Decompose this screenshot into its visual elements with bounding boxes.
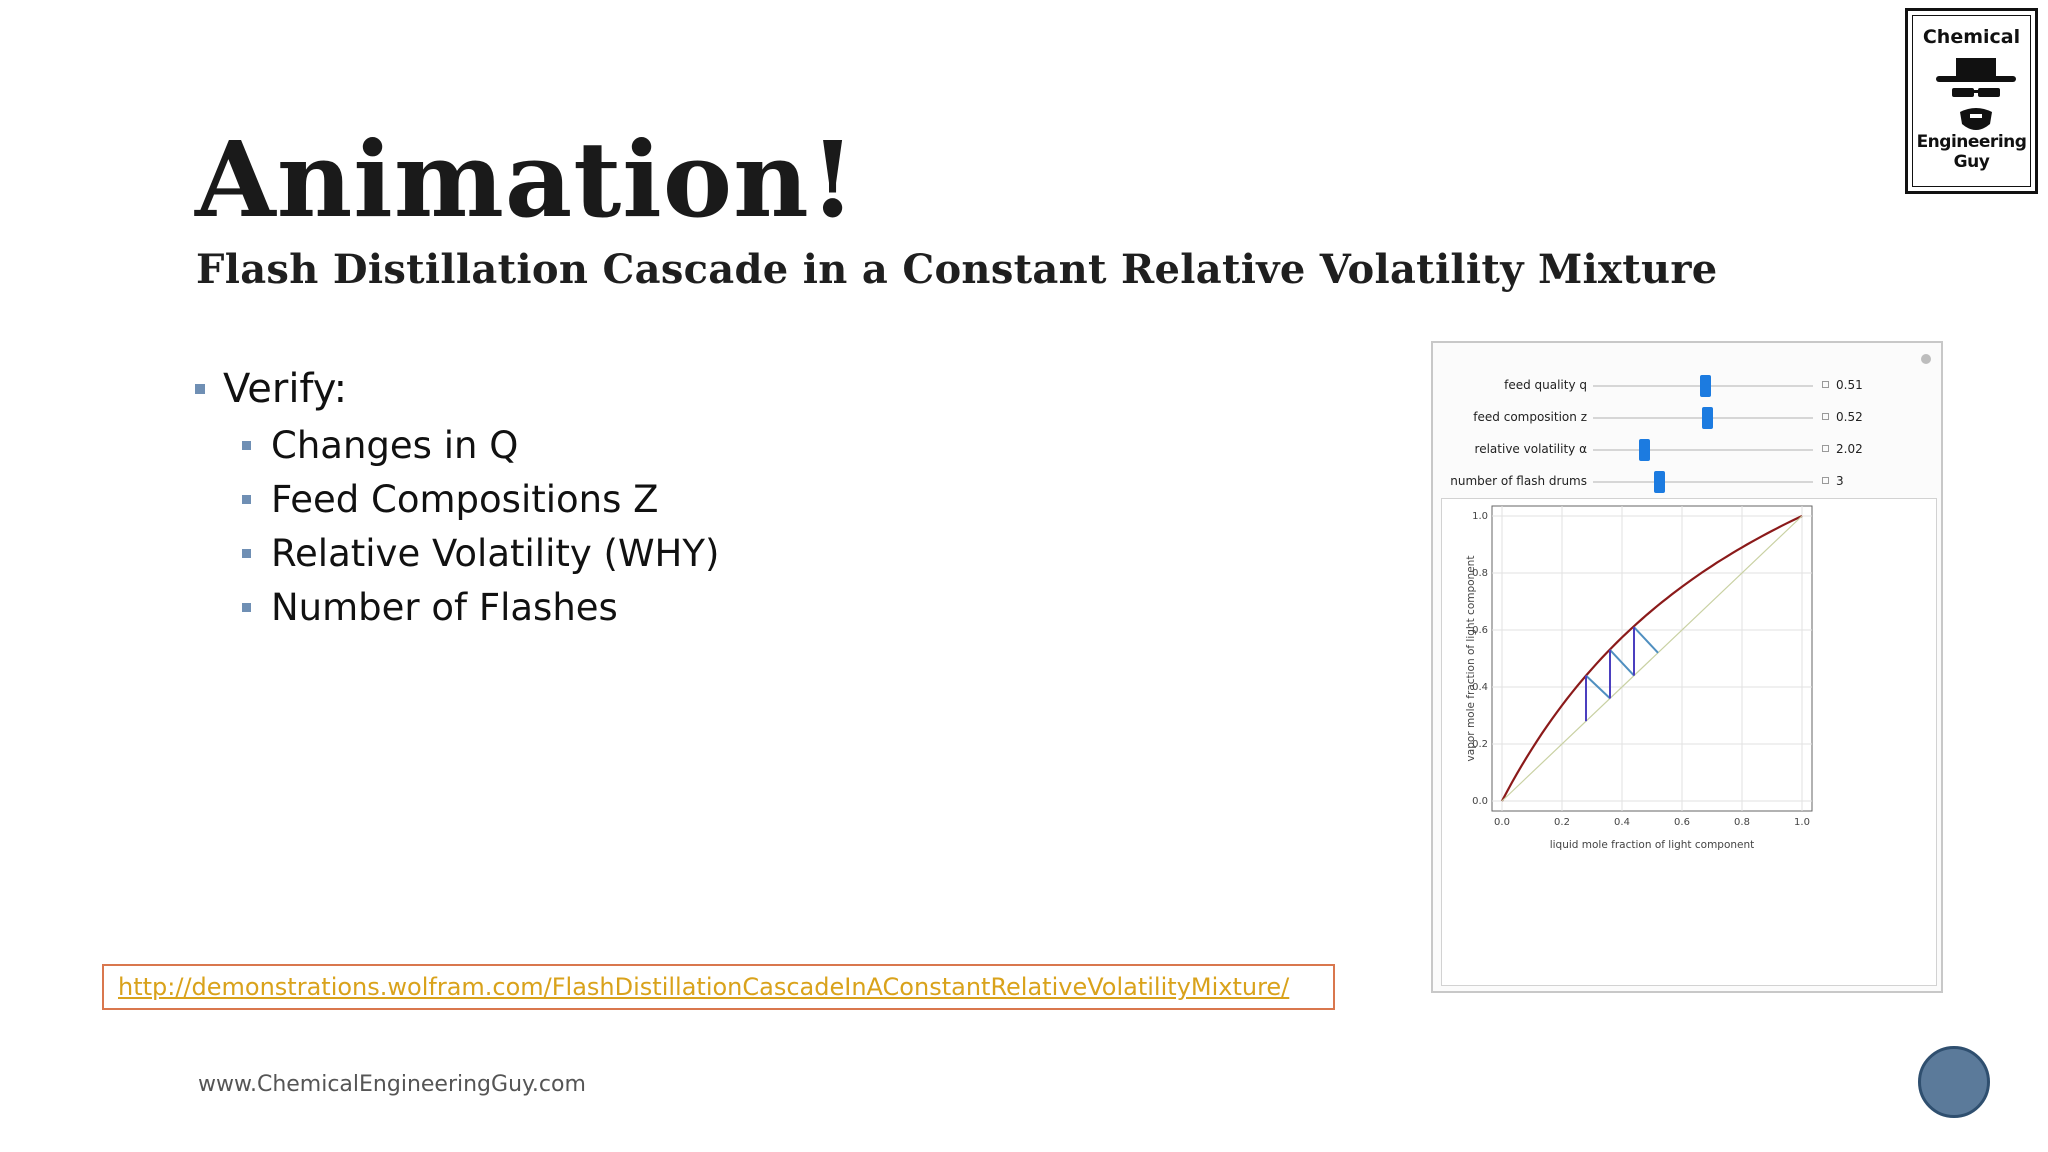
plot-container: 0.0 0.2 0.4 0.6 0.8 1.0 0.0 0.2 0.4 0.6 0.8 1.0 liqu… [1441, 498, 1937, 986]
x-tick-label: 0.6 [1674, 817, 1690, 828]
y-tick-label: 0.2 [1472, 739, 1488, 750]
x-tick-label: 0.4 [1614, 817, 1630, 828]
control-value: 2.02 [1836, 442, 1863, 456]
slider-thumb[interactable] [1638, 439, 1650, 461]
operating-line [1633, 626, 1659, 654]
slider-thumb[interactable] [1702, 407, 1714, 429]
y-tick-label: 0.4 [1472, 682, 1488, 693]
x-tick-label: 0.0 [1494, 817, 1510, 828]
control-feed-composition: feed composition z 0.52 [1433, 406, 1945, 430]
expand-plus-icon[interactable] [1822, 413, 1829, 420]
logo-text-top: Chemical [1922, 26, 2021, 48]
slider-track[interactable] [1593, 481, 1813, 483]
slide-title: Animation! [195, 118, 857, 241]
y-tick-label: 0.8 [1472, 568, 1488, 579]
control-label: feed quality q [1504, 378, 1587, 392]
y-tick-label: 0.6 [1472, 625, 1488, 636]
expand-plus-icon[interactable] [1822, 445, 1829, 452]
slider-thumb[interactable] [1654, 471, 1665, 493]
control-feed-quality: feed quality q 0.51 [1433, 374, 1945, 398]
x-axis-label: liquid mole fraction of light component [1550, 839, 1755, 851]
sub-bullet: Number of Flashes [242, 580, 719, 634]
control-value: 0.52 [1836, 410, 1863, 424]
control-flash-drums: number of flash drums 3 [1433, 470, 1945, 494]
control-label: number of flash drums [1450, 474, 1587, 488]
wolfram-demo-panel: feed quality q 0.51 feed composition z 0… [1431, 341, 1943, 993]
control-label: relative volatility α [1474, 442, 1587, 456]
operating-line [1585, 674, 1611, 700]
control-value: 3 [1836, 474, 1844, 488]
sub-bullet: Feed Compositions Z [242, 472, 719, 526]
slider-thumb[interactable] [1700, 375, 1712, 397]
bullet-text: Verify: [223, 366, 348, 412]
sub-bullet-text: Number of Flashes [271, 585, 618, 629]
bullet-verify: Verify: [195, 360, 719, 418]
control-label: feed composition z [1473, 410, 1587, 424]
footer-url: www.ChemicalEngineeringGuy.com [198, 1072, 586, 1097]
bullet-square-icon [195, 384, 205, 394]
sub-bullet-text: Changes in Q [271, 423, 519, 467]
bullet-list: Verify: Changes in Q Feed Compositions Z… [195, 360, 719, 634]
x-tick-label: 1.0 [1794, 817, 1810, 828]
x-tick-label: 0.2 [1554, 817, 1570, 828]
control-value: 0.51 [1836, 378, 1863, 392]
sub-bullet: Changes in Q [242, 418, 719, 472]
y-tick-label: 0.0 [1472, 796, 1488, 807]
options-icon[interactable] [1921, 354, 1931, 364]
operating-line [1609, 649, 1635, 677]
y-axis-label: vapor mole fraction of light component [1465, 556, 1477, 762]
bullet-square-icon [242, 440, 251, 450]
wolfram-demo-link[interactable]: http://demonstrations.wolfram.com/FlashD… [118, 973, 1290, 1001]
logo-frame: Chemical Engineering Guy [1912, 15, 2031, 187]
sub-bullet: Relative Volatility (WHY) [242, 526, 719, 580]
link-box: http://demonstrations.wolfram.com/FlashD… [102, 964, 1335, 1010]
xy-diagram-chart: 0.0 0.2 0.4 0.6 0.8 1.0 0.0 0.2 0.4 0.6 0.8 1.0 liqu… [1465, 505, 1813, 851]
bullet-square-icon [242, 494, 251, 504]
x-tick-label: 0.8 [1734, 817, 1750, 828]
logo-text-bottom: Engineering Guy [1916, 132, 2027, 172]
slide-subtitle: Flash Distillation Cascade in a Constant… [196, 246, 1718, 293]
slider-track[interactable] [1593, 449, 1813, 451]
y-tick-label: 1.0 [1472, 511, 1488, 522]
bullet-square-icon [242, 548, 251, 558]
expand-plus-icon[interactable] [1822, 381, 1829, 388]
hat-beard-icon [1936, 58, 2016, 130]
nav-circle-button[interactable] [1918, 1046, 1990, 1118]
diagonal-line [1501, 515, 1803, 802]
expand-plus-icon[interactable] [1822, 477, 1829, 484]
equilibrium-curve [1501, 515, 1803, 802]
sub-bullet-text: Feed Compositions Z [271, 477, 659, 521]
sub-bullet-text: Relative Volatility (WHY) [271, 531, 720, 575]
bullet-square-icon [242, 602, 251, 612]
control-relative-volatility: relative volatility α 2.02 [1433, 438, 1945, 462]
logo: Chemical Engineering Guy [1905, 8, 2038, 194]
